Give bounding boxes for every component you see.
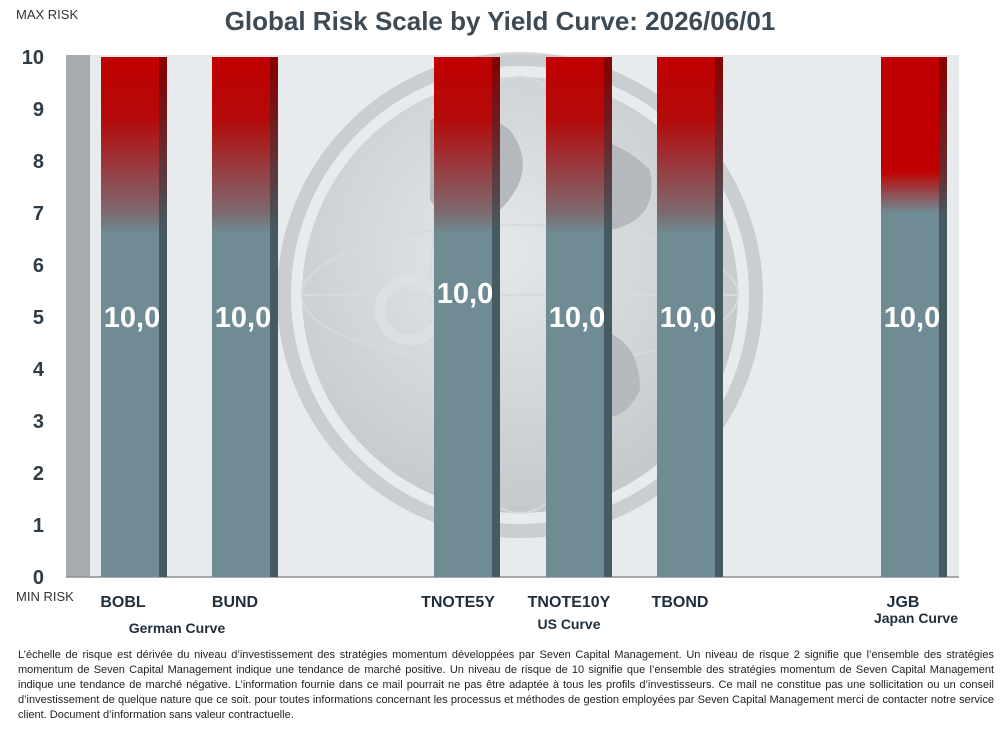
bar-bund: 10,0 — [212, 57, 278, 577]
bar-face — [881, 57, 947, 577]
y-tick-10: 10 — [22, 47, 44, 69]
bar-face — [101, 57, 167, 577]
bar-side — [270, 57, 278, 577]
bar-tnote5y: 10,0 — [434, 57, 500, 577]
category-label-tnote5y: TNOTE5Y — [421, 594, 495, 611]
bar-value-label: 10,0 — [660, 302, 716, 334]
y-tick-2: 2 — [33, 463, 44, 485]
bar-face — [212, 57, 278, 577]
y-tick-1: 1 — [33, 515, 44, 537]
category-label-tbond: TBOND — [652, 594, 709, 611]
y-tick-5: 5 — [33, 307, 44, 329]
bar-value-label: 10,0 — [884, 302, 940, 334]
category-label-bobl: BOBL — [100, 594, 146, 611]
y-tick-8: 8 — [33, 151, 44, 173]
bar-side — [939, 57, 947, 577]
disclaimer-text: L’échelle de risque est dérivée du nivea… — [18, 649, 994, 721]
y-tick-6: 6 — [33, 255, 44, 277]
bar-side — [492, 57, 500, 577]
category-label-jgb: JGB — [887, 594, 920, 611]
bar-value-label: 10,0 — [104, 302, 160, 334]
y-tick-4: 4 — [33, 359, 45, 381]
y-tick-3: 3 — [33, 411, 44, 433]
category-label-bund: BUND — [212, 594, 258, 611]
bar-side — [715, 57, 723, 577]
bar-face — [434, 57, 500, 577]
bar-face — [657, 57, 723, 577]
bar-value-label: 10,0 — [215, 302, 271, 334]
category-label-tnote10y: TNOTE10Y — [528, 594, 611, 611]
bar-bobl: 10,0 — [101, 57, 167, 577]
bar-side — [604, 57, 612, 577]
min-risk-label: MIN RISK — [16, 589, 74, 604]
bar-jgb: 10,0 — [881, 57, 947, 577]
bar-value-label: 10,0 — [437, 278, 493, 310]
bar-tbond: 10,0 — [657, 57, 723, 577]
risk-chart: Global Risk Scale by Yield Curve: 2026/0… — [16, 6, 959, 636]
bar-side — [159, 57, 167, 577]
bar-tnote10y: 10,0 — [546, 57, 612, 577]
bar-face — [546, 57, 612, 577]
bar-value-label: 10,0 — [549, 302, 605, 334]
max-risk-label: MAX RISK — [16, 7, 78, 22]
group-label-us: US Curve — [537, 616, 600, 632]
chart-title: Global Risk Scale by Yield Curve: 2026/0… — [225, 6, 776, 36]
y-tick-0: 0 — [33, 567, 44, 589]
group-label-german: German Curve — [129, 620, 226, 636]
y-tick-7: 7 — [33, 203, 44, 225]
y-tick-9: 9 — [33, 99, 44, 121]
group-label-japan: Japan Curve — [874, 610, 958, 626]
plot-left-wall — [66, 55, 90, 577]
